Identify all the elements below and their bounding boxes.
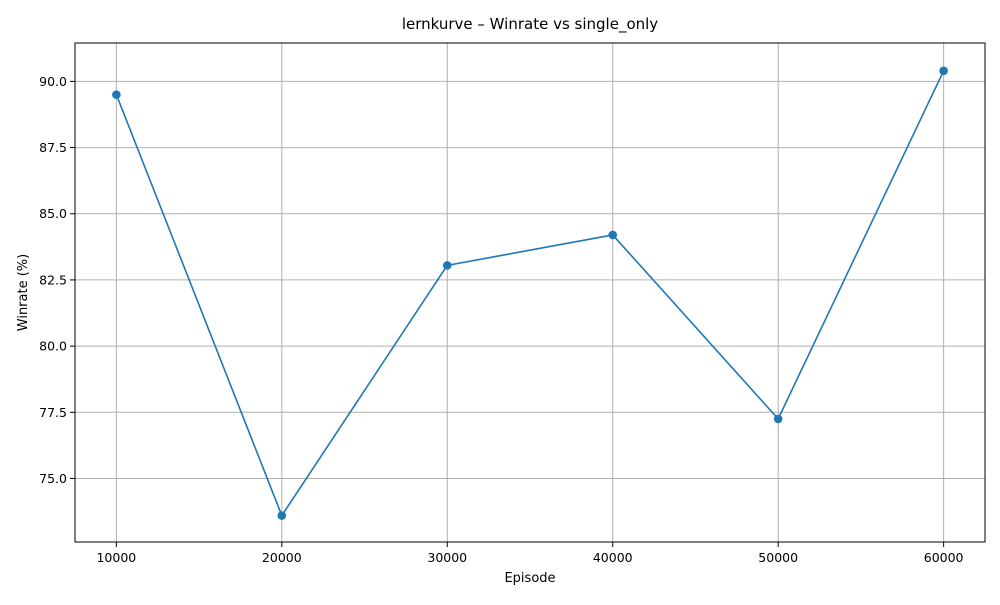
- grid: [75, 43, 985, 542]
- data-point: [442, 261, 452, 270]
- y-tick-label: 87.5: [39, 140, 67, 155]
- y-tick-label: 82.5: [39, 272, 67, 287]
- plot-frame: [74, 42, 986, 543]
- ticks: 10000 20000 30000 40000 50000 60000 75.0 77.5 80…: [39, 74, 963, 565]
- x-tick-label: 60000: [924, 550, 964, 565]
- y-tick-label: 75.0: [39, 471, 67, 486]
- x-tick-label: 30000: [427, 550, 467, 565]
- data-point: [939, 66, 948, 76]
- x-tick-label: 50000: [758, 550, 798, 565]
- series-line: [115, 70, 945, 517]
- y-tick-label: 85.0: [39, 206, 67, 221]
- data-point: [773, 414, 783, 424]
- x-tick-label: 40000: [593, 550, 633, 565]
- x-axis-label: Episode: [504, 571, 555, 586]
- data-point: [277, 511, 287, 520]
- x-tick-label: 20000: [262, 550, 302, 565]
- y-tick-label: 80.0: [39, 339, 67, 354]
- data-point: [608, 230, 618, 240]
- y-tick-label: 77.5: [39, 405, 67, 420]
- series-layer: [112, 66, 948, 520]
- chart-title: lernkurve – Winrate vs single_only: [402, 15, 658, 34]
- y-tick-label: 90.0: [39, 74, 67, 89]
- data-point: [112, 90, 121, 99]
- y-axis-label: Winrate (%): [16, 254, 31, 331]
- x-tick-label: 10000: [96, 550, 136, 565]
